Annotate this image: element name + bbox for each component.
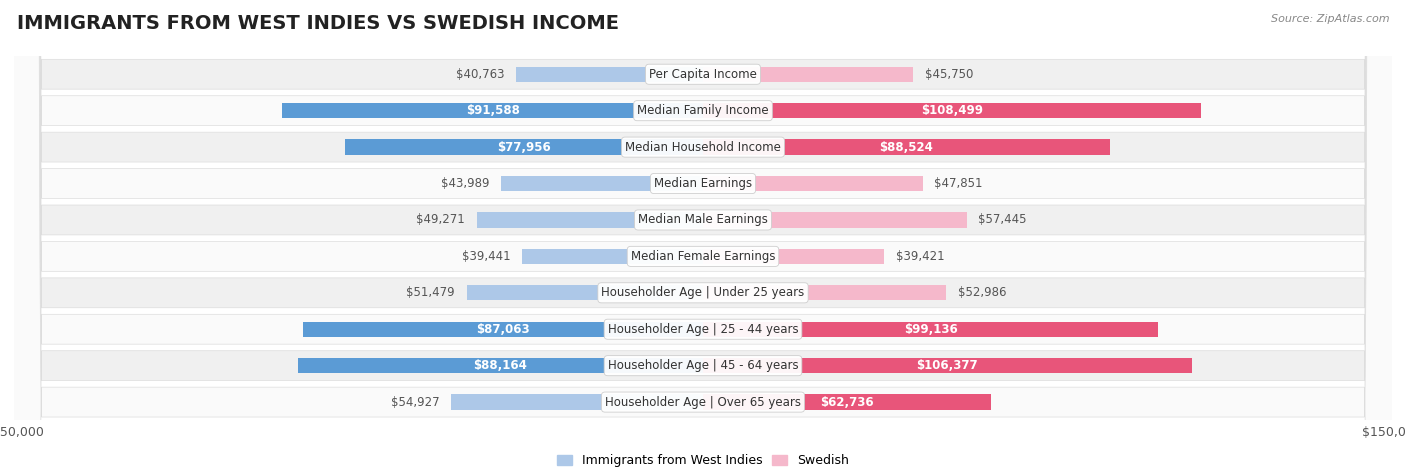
Bar [522, 249, 703, 264]
Text: $47,851: $47,851 [934, 177, 983, 190]
Text: $88,164: $88,164 [474, 359, 527, 372]
Text: $39,421: $39,421 [896, 250, 945, 263]
Bar [298, 358, 703, 373]
Text: Source: ZipAtlas.com: Source: ZipAtlas.com [1271, 14, 1389, 24]
FancyBboxPatch shape [4, 0, 1402, 467]
Text: Median Household Income: Median Household Income [626, 141, 780, 154]
Bar [703, 358, 1191, 373]
Text: $45,750: $45,750 [925, 68, 973, 81]
Text: Householder Age | 25 - 44 years: Householder Age | 25 - 44 years [607, 323, 799, 336]
Legend: Immigrants from West Indies, Swedish: Immigrants from West Indies, Swedish [551, 449, 855, 467]
FancyBboxPatch shape [4, 0, 1402, 467]
Bar [703, 103, 1201, 118]
Bar [501, 176, 703, 191]
Text: $87,063: $87,063 [477, 323, 530, 336]
Bar [451, 395, 703, 410]
Text: $57,445: $57,445 [979, 213, 1026, 226]
FancyBboxPatch shape [4, 0, 1402, 467]
Text: $108,499: $108,499 [921, 104, 983, 117]
Text: $91,588: $91,588 [465, 104, 520, 117]
Text: IMMIGRANTS FROM WEST INDIES VS SWEDISH INCOME: IMMIGRANTS FROM WEST INDIES VS SWEDISH I… [17, 14, 619, 33]
FancyBboxPatch shape [4, 0, 1402, 467]
Text: $77,956: $77,956 [498, 141, 551, 154]
Bar [703, 176, 922, 191]
Text: $54,927: $54,927 [391, 396, 439, 409]
Bar [703, 249, 884, 264]
Text: $88,524: $88,524 [879, 141, 934, 154]
Text: $106,377: $106,377 [917, 359, 979, 372]
FancyBboxPatch shape [4, 0, 1402, 467]
Text: $51,479: $51,479 [406, 286, 456, 299]
Bar [703, 140, 1109, 155]
Bar [703, 322, 1159, 337]
Text: $62,736: $62,736 [820, 396, 875, 409]
FancyBboxPatch shape [4, 0, 1402, 467]
Text: Householder Age | Over 65 years: Householder Age | Over 65 years [605, 396, 801, 409]
Text: $52,986: $52,986 [957, 286, 1007, 299]
Text: $40,763: $40,763 [456, 68, 505, 81]
Text: Median Male Earnings: Median Male Earnings [638, 213, 768, 226]
Text: $99,136: $99,136 [904, 323, 957, 336]
Bar [516, 67, 703, 82]
Bar [304, 322, 703, 337]
FancyBboxPatch shape [4, 0, 1402, 467]
Text: Per Capita Income: Per Capita Income [650, 68, 756, 81]
Text: Median Earnings: Median Earnings [654, 177, 752, 190]
Bar [477, 212, 703, 227]
Text: Median Family Income: Median Family Income [637, 104, 769, 117]
FancyBboxPatch shape [4, 0, 1402, 467]
Text: Householder Age | 45 - 64 years: Householder Age | 45 - 64 years [607, 359, 799, 372]
Bar [283, 103, 703, 118]
FancyBboxPatch shape [4, 0, 1402, 467]
Bar [703, 212, 967, 227]
Text: $49,271: $49,271 [416, 213, 465, 226]
Bar [703, 67, 912, 82]
Bar [467, 285, 703, 300]
Bar [344, 140, 703, 155]
Text: Median Female Earnings: Median Female Earnings [631, 250, 775, 263]
Text: $39,441: $39,441 [461, 250, 510, 263]
Bar [703, 285, 946, 300]
Text: Householder Age | Under 25 years: Householder Age | Under 25 years [602, 286, 804, 299]
Text: $43,989: $43,989 [441, 177, 489, 190]
Bar [703, 395, 991, 410]
FancyBboxPatch shape [4, 0, 1402, 467]
